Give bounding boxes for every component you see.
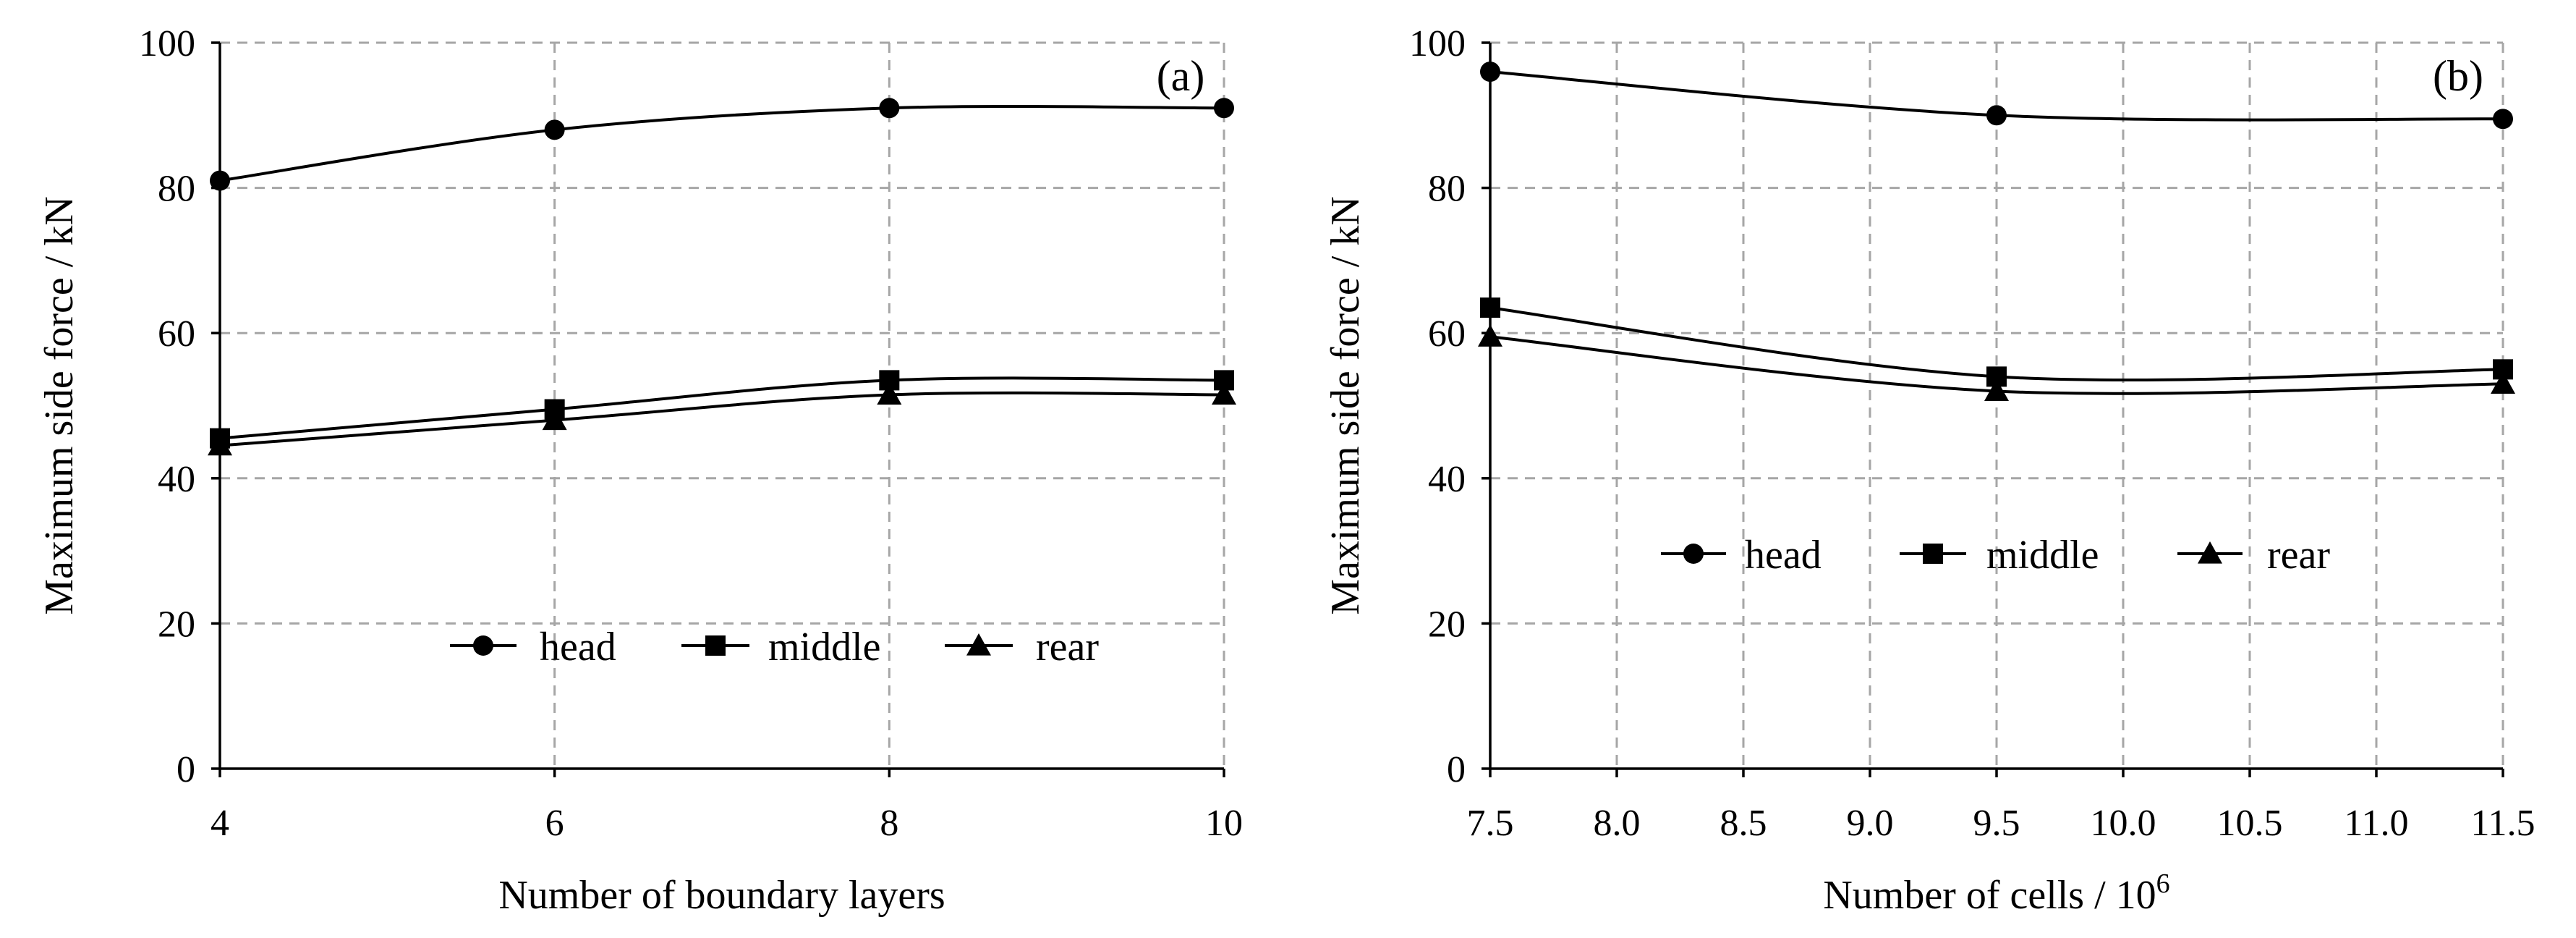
- chart-a-x-tick-label: 6: [545, 803, 564, 844]
- chart-b-y-axis-title: Maximum side force / kN: [1323, 196, 1368, 615]
- chart-a-series-head-point: [879, 98, 900, 119]
- chart-b-x-tick-label: 8.0: [1594, 803, 1641, 844]
- chart-b-y-tick-label: 40: [1428, 459, 1466, 500]
- chart-a-y-tick-label: 20: [158, 604, 195, 645]
- chart-a-y-tick-label: 100: [139, 23, 195, 64]
- chart-a-legend-middle-label: middle: [768, 625, 881, 669]
- chart-a-y-tick-label: 80: [158, 169, 195, 210]
- chart-a-x-tick-label: 10: [1205, 803, 1243, 844]
- chart-a-series-head-point: [1214, 98, 1234, 119]
- chart-a-series-head-point: [544, 119, 565, 140]
- chart-b-legend-rear-label: rear: [2267, 533, 2330, 578]
- chart-b-x-axis-title-superscript: 6: [2156, 869, 2170, 899]
- chart-b-series-rear-point: [1984, 379, 2009, 402]
- chart-a-y-tick-label: 60: [158, 313, 195, 355]
- chart-b-series-rear-point: [2491, 371, 2515, 394]
- chart-b-x-tick-label: 9.5: [1973, 803, 2020, 844]
- chart-b-legend: head middle rear: [1661, 533, 2330, 578]
- chart-a-x-axis-title-main: Number of boundary layers: [498, 873, 945, 918]
- chart-a-x-tick-label: 8: [880, 803, 898, 844]
- chart-a-legend: head middle rear: [450, 625, 1099, 669]
- chart-a-series-rear-line: [219, 391, 1225, 447]
- chart-b-series-rear-point: [1478, 324, 1502, 347]
- chart-a-x-axis-title: Number of boundary layers: [498, 873, 945, 918]
- chart-b-series-head-point: [2493, 109, 2513, 130]
- chart-a-series-rear-point: [542, 407, 567, 431]
- chart-a-series-rear-point: [877, 382, 902, 405]
- chart-a-panel-label: (a): [1157, 52, 1205, 100]
- chart-b: 0 20 40 60 80 100 7.5 8.0 8.5 9.0 9.5 10.0 10.5 11.0 1…: [1323, 23, 2535, 918]
- chart-a-y-tick-label: 40: [158, 459, 195, 500]
- chart-b-x-axis-title-main: Number of cells / 10: [1823, 873, 2156, 918]
- chart-a-x-tick-label: 4: [211, 803, 229, 844]
- chart-b-x-tick-label: 8.5: [1720, 803, 1767, 844]
- chart-b-legend-middle-marker: [1923, 544, 1943, 564]
- chart-a-legend-head-marker: [473, 635, 493, 656]
- chart-a-series-rear-point: [208, 433, 232, 456]
- chart-a-legend-middle-marker: [705, 635, 726, 656]
- chart-b-legend-head-label: head: [1745, 533, 1822, 578]
- chart-a-series-rear-point: [1212, 382, 1236, 405]
- chart-a-series-head-line: [219, 105, 1225, 182]
- chart-b-x-tick-label: 7.5: [1467, 803, 1514, 844]
- chart-b-legend-rear-marker: [2198, 541, 2222, 564]
- chart-b-series-head-point: [1986, 105, 2007, 126]
- chart-b-y-tick-label: 80: [1428, 169, 1466, 210]
- chart-b-y-tick-label: 20: [1428, 604, 1466, 645]
- chart-a-series-middle-line: [219, 376, 1225, 440]
- chart-b-y-tick-label: 100: [1409, 23, 1466, 64]
- chart-b-y-tick-label: 60: [1428, 313, 1466, 355]
- chart-a-series-head-point: [210, 170, 230, 191]
- chart-b-x-tick-label: 10.5: [2217, 803, 2283, 844]
- chart-b-x-tick-label: 11.0: [2344, 803, 2408, 844]
- chart-a-legend-rear-label: rear: [1036, 625, 1099, 669]
- chart-b-x-tick-label: 11.5: [2470, 803, 2535, 844]
- chart-b-y-tick-label: 0: [1447, 749, 1466, 790]
- chart-a-legend-head-label: head: [540, 625, 616, 669]
- chart-b-x-axis-title: Number of cells / 106: [1823, 869, 2169, 918]
- chart-b-legend-head-marker: [1683, 544, 1704, 564]
- chart-b-series-head-point: [1480, 62, 1500, 83]
- chart-a: 0 20 40 60 80 100 4 6 8 10 Maximum side force / kN…: [37, 23, 1243, 918]
- chart-b-legend-middle-label: middle: [1986, 533, 2099, 578]
- chart-b-series-middle-point: [1480, 297, 1500, 318]
- chart-b-x-tick-label: 9.0: [1847, 803, 1894, 844]
- chart-a-legend-rear-marker: [966, 633, 991, 656]
- chart-a-y-axis-title: Maximum side force / kN: [37, 196, 82, 615]
- chart-a-y-tick-label: 0: [177, 749, 195, 790]
- chart-b-panel-label: (b): [2433, 52, 2483, 100]
- chart-b-x-tick-label: 10.0: [2091, 803, 2156, 844]
